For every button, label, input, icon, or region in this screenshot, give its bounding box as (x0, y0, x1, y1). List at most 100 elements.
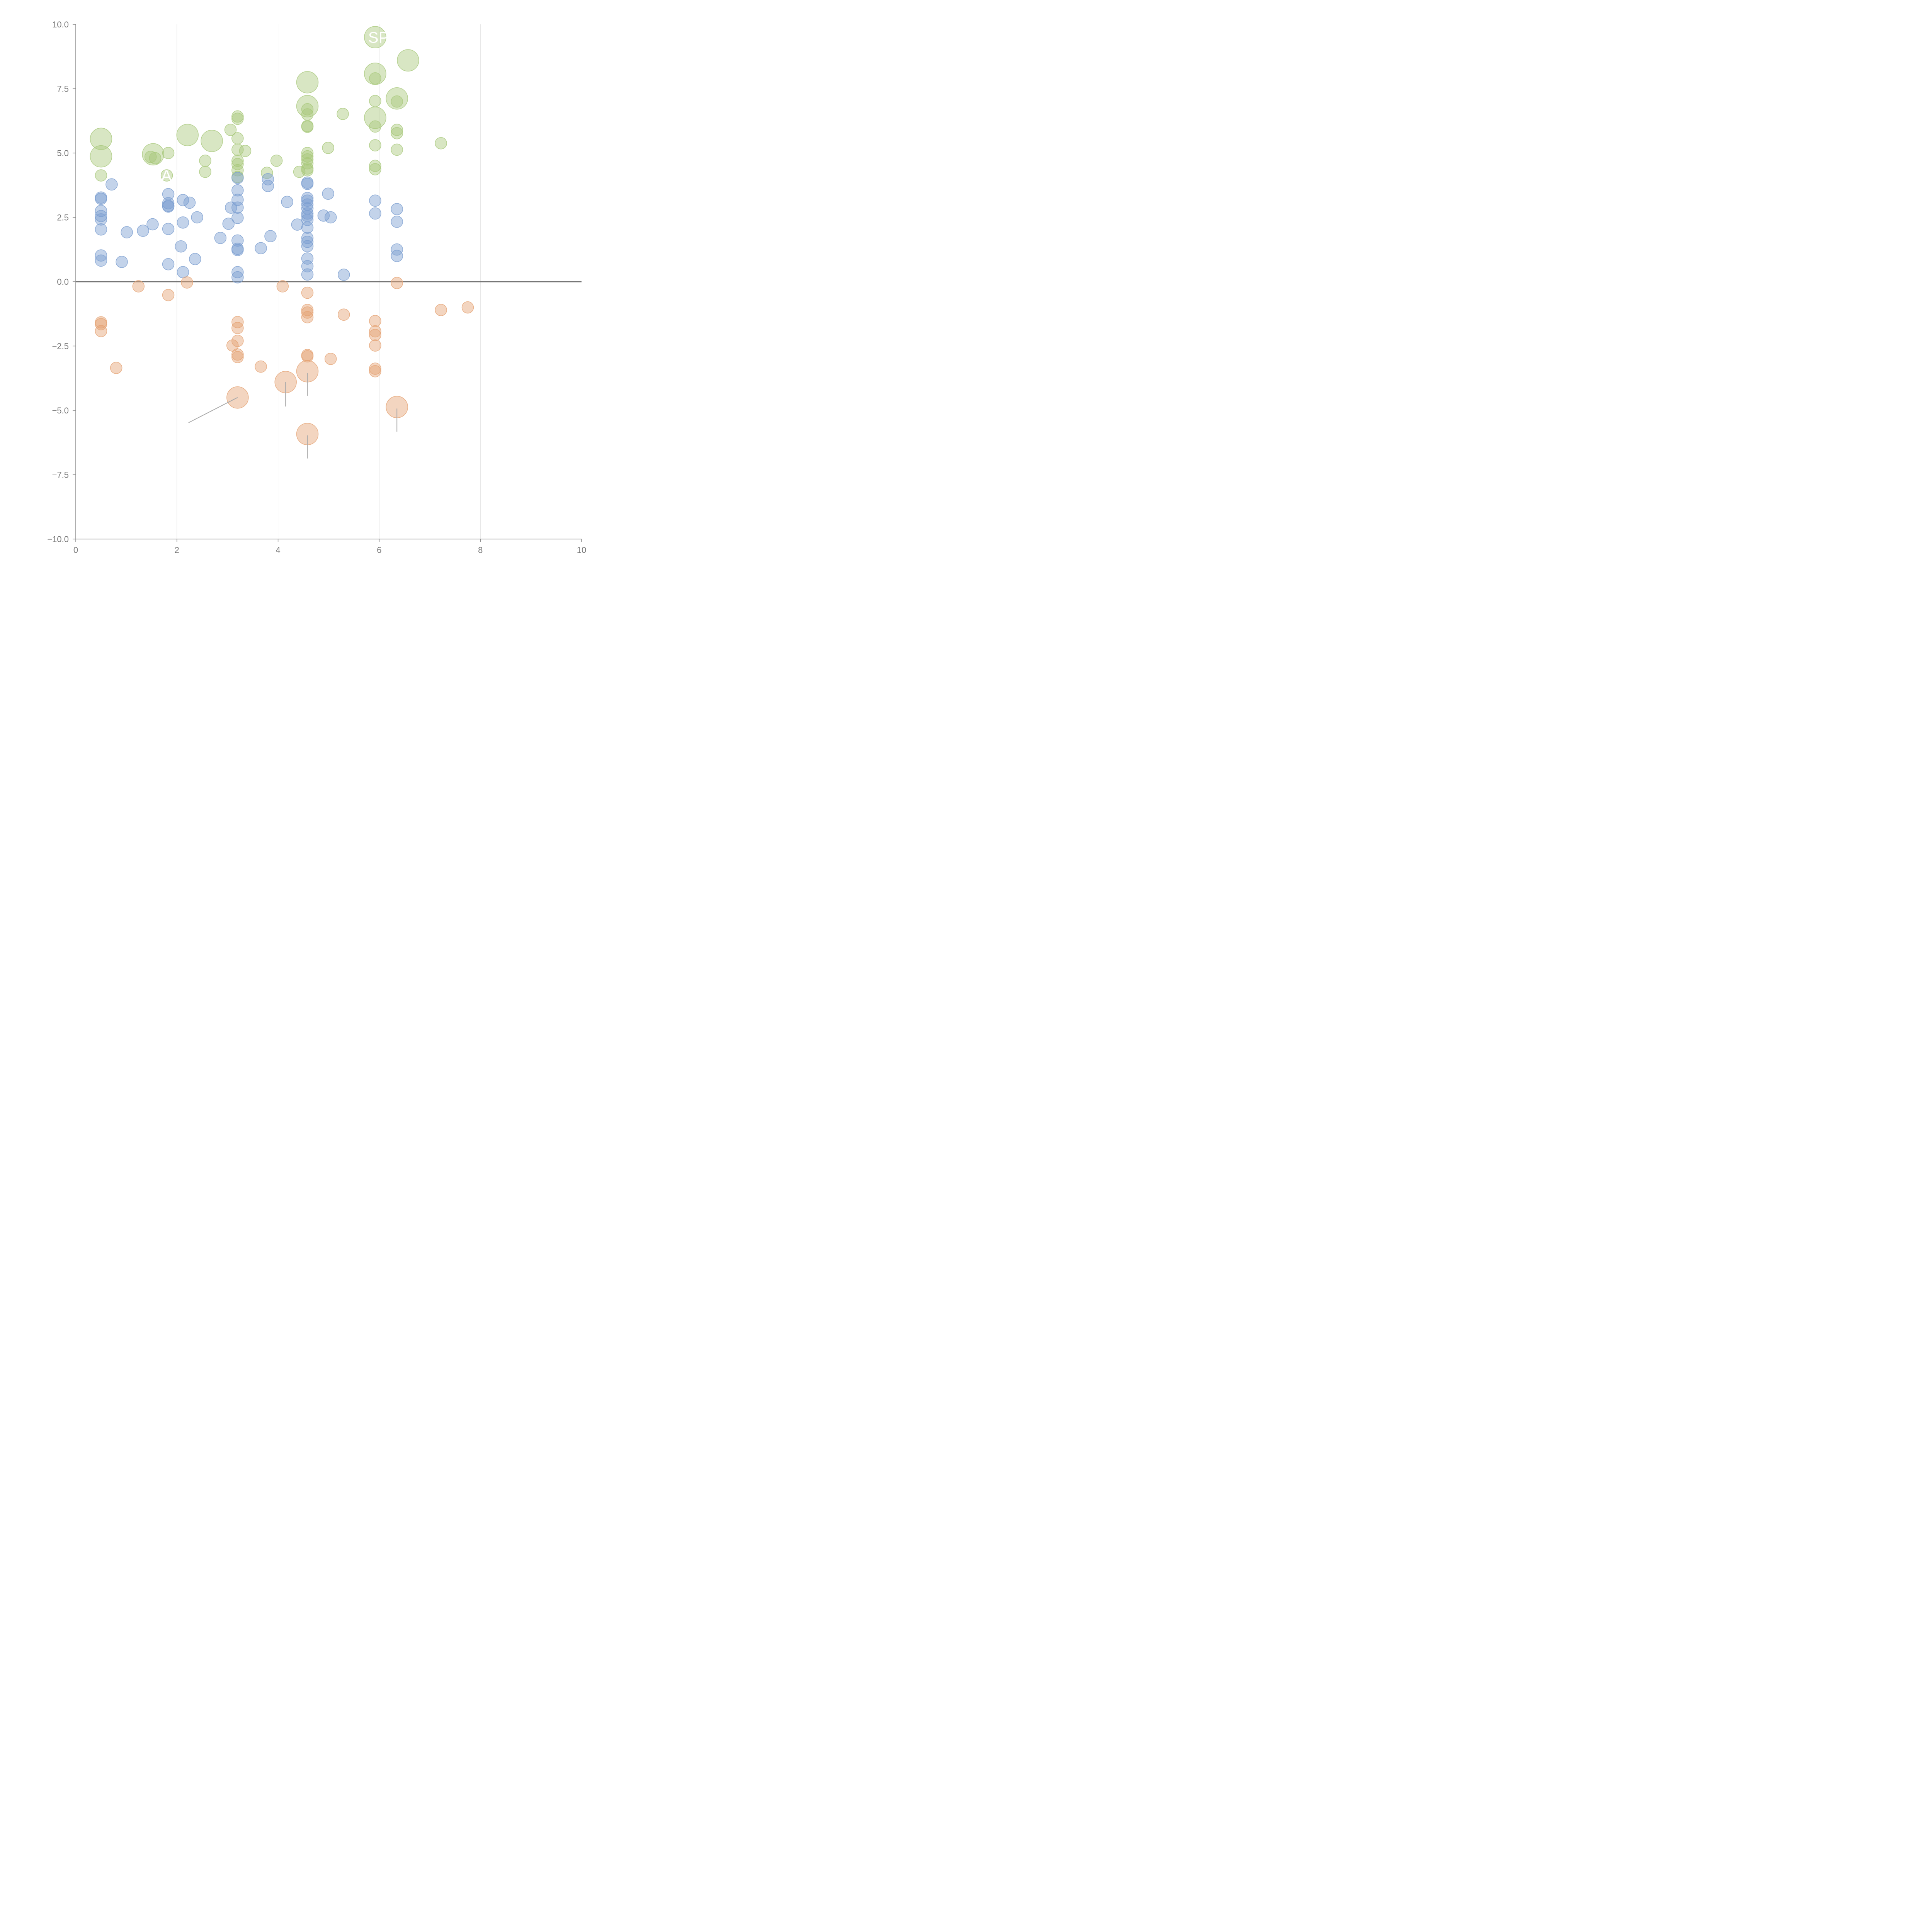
data-point (199, 165, 211, 178)
data-point (391, 143, 403, 156)
data-point (391, 277, 403, 289)
data-point (262, 173, 274, 185)
data-point (231, 351, 244, 363)
data-point (231, 322, 244, 334)
y-tick-label: 0.0 (57, 277, 69, 287)
data-point (95, 325, 107, 337)
data-point (95, 210, 107, 222)
data-point (95, 254, 107, 267)
data-point (369, 315, 381, 327)
data-point (231, 348, 244, 361)
data-point (149, 152, 162, 165)
data-point (435, 304, 447, 316)
data-point (301, 268, 314, 281)
data-point (175, 240, 187, 253)
data-point (231, 335, 244, 347)
data-point (338, 269, 350, 281)
x-tick-label: 8 (478, 545, 483, 555)
data-point (369, 339, 381, 352)
data-point (461, 301, 474, 314)
data-point (222, 218, 235, 230)
axes (73, 24, 582, 542)
x-tick-label: 0 (73, 545, 78, 555)
data-point (162, 258, 175, 270)
data-point (231, 143, 244, 156)
data-point (261, 167, 273, 179)
data-point (301, 221, 314, 234)
data-point (324, 353, 337, 365)
x-tick-label: 4 (276, 545, 280, 555)
data-point (231, 132, 244, 145)
data-point (189, 253, 201, 265)
data-point (162, 200, 175, 213)
data-point (301, 311, 314, 323)
data-point (364, 63, 386, 85)
data-point (162, 197, 175, 209)
data-point (255, 242, 267, 255)
data-point (301, 150, 314, 163)
data-point (301, 178, 314, 190)
data-point (105, 178, 118, 191)
data-point (293, 165, 306, 178)
data-point (391, 124, 403, 136)
data-point (391, 203, 403, 215)
data-point (132, 280, 145, 293)
data-point (177, 216, 189, 229)
data-point (322, 141, 334, 154)
data-point (369, 365, 381, 378)
data-point (338, 308, 350, 321)
data-point (301, 157, 314, 170)
data-point (369, 362, 381, 375)
point-labels: AR SP (162, 29, 389, 184)
point-label: SP (368, 29, 389, 46)
data-point (301, 286, 314, 299)
y-tick-label: −2.5 (52, 342, 69, 351)
y-tick-label: −5.0 (52, 406, 69, 415)
data-point (301, 236, 314, 248)
data-point (191, 211, 203, 224)
x-tick-label: 10 (577, 545, 586, 555)
data-point (301, 121, 314, 133)
y-tick-label: 7.5 (57, 84, 69, 94)
data-point (301, 153, 314, 166)
data-point (397, 49, 419, 71)
data-point (231, 212, 244, 224)
leader-lines (188, 373, 398, 459)
data-point (95, 192, 107, 205)
data-point (364, 26, 386, 49)
data-point (301, 304, 314, 316)
y-tick-label: 10.0 (52, 20, 69, 29)
data-point (231, 271, 244, 284)
data-point (181, 276, 193, 289)
data-point (176, 124, 199, 146)
data-point (95, 205, 107, 217)
data-point (391, 127, 403, 139)
data-point (142, 143, 165, 166)
data-point (95, 223, 107, 236)
data-point (144, 151, 157, 163)
data-point (322, 187, 334, 200)
data-point (276, 280, 289, 293)
data-point (301, 147, 314, 159)
data-point (239, 145, 252, 157)
y-tick-label: 5.0 (57, 148, 69, 158)
data-point (270, 155, 283, 167)
data-point (369, 95, 381, 107)
data-point (369, 72, 381, 85)
data-point (337, 108, 349, 120)
data-point (231, 266, 244, 279)
data-point (177, 194, 189, 206)
data-point (255, 361, 267, 373)
data-point (177, 266, 189, 279)
x-tick-label: 2 (175, 545, 179, 555)
data-point (137, 224, 149, 237)
data-point (201, 129, 223, 152)
data-point (281, 196, 293, 208)
y-tick-label: 2.5 (57, 213, 69, 223)
data-point (391, 243, 403, 256)
data-point (369, 329, 381, 341)
data-point (95, 169, 107, 182)
data-point (369, 120, 381, 133)
data-point (231, 155, 244, 167)
data-point (364, 107, 386, 129)
